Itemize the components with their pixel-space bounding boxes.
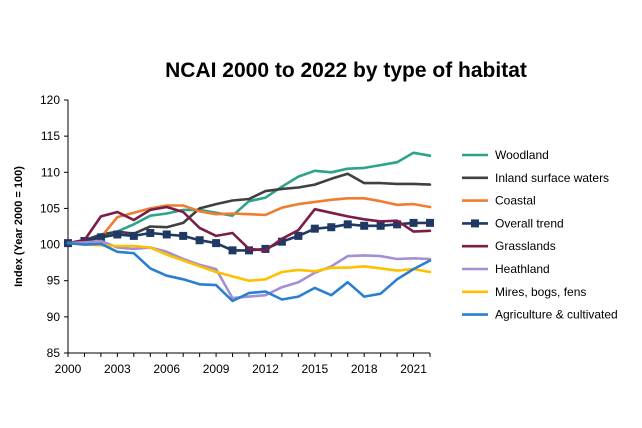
series-line [66, 197, 432, 245]
legend-item: Inland surface waters [462, 171, 609, 185]
y-tick-label: 105 [40, 201, 60, 215]
legend: Woodland Inland surface waters Coastal Over… [462, 148, 618, 322]
data-point [162, 230, 171, 239]
y-tick-label: 90 [47, 310, 61, 324]
data-point [393, 220, 402, 229]
data-point [277, 237, 286, 246]
legend-item: Mires, bogs, fens [462, 285, 586, 299]
legend-label: Overall trend [495, 216, 564, 230]
legend-label: Woodland [495, 148, 549, 162]
y-tick-label: 115 [41, 129, 60, 143]
data-point [426, 218, 434, 227]
data-point [195, 236, 204, 245]
axes: 85 90 95 100 105 110 115 120 2000 2003 2006 2009 201… [13, 93, 431, 376]
series-grasslands [66, 205, 432, 252]
legend-label: Coastal [495, 194, 536, 208]
legend-item: Grasslands [462, 239, 556, 253]
data-point [179, 231, 188, 240]
y-tick-label: 95 [47, 274, 61, 288]
series-line [66, 151, 432, 245]
series-line [66, 241, 432, 283]
series-layer [64, 151, 434, 303]
data-point [409, 218, 418, 227]
series-mires-bogs-fens [66, 241, 432, 283]
x-tick-label: 2009 [203, 362, 230, 376]
x-tick-label: 2021 [400, 362, 427, 376]
y-tick-label: 120 [40, 93, 60, 107]
x-tick-label: 2012 [252, 362, 279, 376]
x-tick-label: 2006 [153, 362, 180, 376]
series-heathland [66, 239, 432, 300]
x-tick-label: 2000 [55, 362, 82, 376]
data-point [212, 239, 221, 248]
data-point [96, 233, 105, 242]
y-tick-label: 110 [41, 165, 60, 179]
legend-item: Woodland [462, 148, 549, 162]
legend-item: Coastal [462, 194, 536, 208]
legend-marker [471, 219, 479, 228]
series-coastal [66, 197, 432, 245]
data-point [327, 223, 336, 232]
x-tick-label: 2018 [351, 362, 378, 376]
series-line [66, 239, 432, 300]
data-point [146, 229, 155, 238]
series-line [66, 172, 432, 245]
x-tick-label: 2015 [301, 362, 328, 376]
legend-item: Heathland [462, 262, 550, 276]
legend-label: Mires, bogs, fens [495, 285, 586, 299]
legend-label: Grasslands [495, 239, 556, 253]
x-tick-label: 2003 [104, 362, 131, 376]
series-woodland [66, 151, 432, 245]
legend-label: Heathland [495, 262, 550, 276]
y-tick-label: 85 [47, 346, 61, 360]
series-inland-surface-waters [66, 172, 432, 245]
data-point [360, 221, 369, 230]
data-point [294, 231, 303, 240]
data-point [129, 231, 138, 240]
data-point [113, 230, 122, 239]
data-point [310, 224, 319, 233]
data-point [228, 246, 237, 255]
legend-item: Overall trend [462, 216, 564, 230]
data-point [376, 221, 385, 230]
legend-label: Agriculture & cultivated [495, 308, 618, 322]
y-tick-label: 100 [40, 238, 60, 252]
y-axis-title: Index (Year 2000 = 100) [13, 166, 25, 287]
data-point [343, 220, 352, 229]
legend-item: Agriculture & cultivated [462, 308, 618, 322]
series-line [66, 241, 432, 303]
series-agriculture-cultivated [66, 241, 432, 303]
chart-title: NCAI 2000 to 2022 by type of habitat [165, 59, 527, 82]
data-point [245, 246, 253, 255]
series-line [66, 205, 432, 252]
legend-label: Inland surface waters [495, 171, 609, 185]
